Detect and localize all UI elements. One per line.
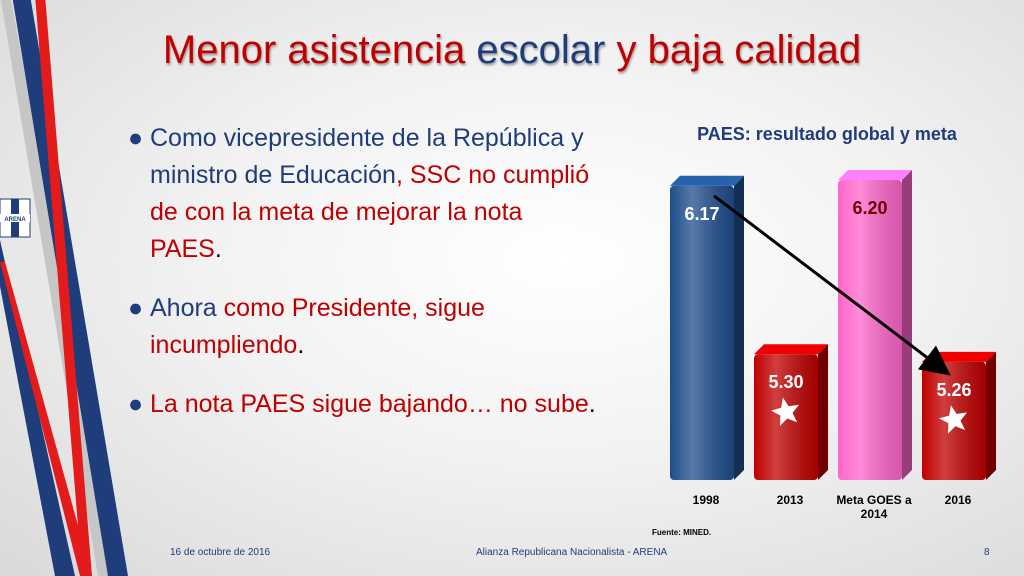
bullet-list: ● Como vicepresidente de la República y … — [128, 120, 598, 445]
bullet-3: ● La nota PAES sigue bajando… no sube. — [128, 386, 598, 423]
bar-side-0 — [734, 175, 744, 480]
category-label-2: Meta GOES a — [836, 493, 912, 507]
slide-title: Menor asistencia escolar y baja calidad — [0, 28, 1024, 73]
bullet-1: ● Como vicepresidente de la República y … — [128, 120, 598, 268]
value-label-1: 5.30 — [768, 372, 803, 392]
bar-gloss-0 — [670, 185, 734, 480]
star-icon-1 — [771, 397, 800, 426]
bullet-1-text-c: SSC no cumplió de con la meta de mejorar… — [150, 161, 590, 263]
trend-arrow — [713, 194, 951, 376]
arena-logo: ARENA — [0, 198, 31, 238]
bullet-dot-icon: ● — [128, 390, 144, 418]
footer-date: 16 de octubre de 2016 — [170, 547, 271, 558]
bullet-dot-icon: ● — [128, 294, 144, 322]
bullet-dot-icon: ● — [128, 124, 144, 152]
decorative-stripes: ARENA — [0, 0, 128, 576]
bar-gloss-2 — [838, 180, 902, 480]
title-part-1: Menor asistencia — [162, 28, 466, 72]
value-label-0: 6.17 — [684, 204, 719, 224]
chart-title: PAES: resultado global y meta — [697, 124, 958, 144]
value-label-3: 5.26 — [936, 380, 971, 400]
bullet-3-text-a: La nota PAES sigue bajando… no sube — [150, 390, 589, 418]
bullet-2-text-b: como Presidente, sigue incumpliendo — [150, 294, 485, 359]
paes-bar-chart: PAES: resultado global y meta 6.17 1998 5.… — [670, 124, 996, 521]
footer-center: Alianza Republicana Nacionalista - ARENA — [476, 547, 668, 558]
bar-top-2 — [838, 170, 912, 180]
bar-side-3 — [986, 351, 996, 480]
bullet-3-text-b: . — [588, 390, 596, 418]
category-label-0: 1998 — [693, 493, 720, 507]
title-part-3: y — [616, 28, 637, 72]
source-note: Fuente: MINED. — [652, 528, 712, 537]
bar-side-1 — [818, 344, 828, 480]
title-part-2: escolar — [476, 28, 606, 72]
bar-top-1 — [754, 344, 828, 355]
value-label-2: 6.20 — [852, 198, 887, 218]
bar-top-0 — [670, 175, 744, 186]
page-number: 8 — [984, 547, 990, 558]
bullet-2-text-c: . — [297, 331, 305, 359]
bullet-1-text-b: , — [395, 161, 403, 189]
bullet-1-text-d: . — [214, 235, 222, 263]
bullet-2: ● Ahora como Presidente, sigue incumplie… — [128, 290, 598, 364]
category-label-2: 2014 — [861, 507, 888, 521]
star-icon-3 — [939, 405, 968, 434]
category-label-1: 2013 — [777, 493, 804, 507]
bullet-1-text-a: Como vicepresidente de la República y mi… — [150, 124, 584, 189]
title-part-4: baja calidad — [647, 28, 862, 72]
bar-side-2 — [902, 170, 912, 480]
category-label-3: 2016 — [945, 493, 972, 507]
logo-text: ARENA — [4, 217, 26, 223]
bullet-2-text-a: Ahora — [150, 294, 224, 322]
